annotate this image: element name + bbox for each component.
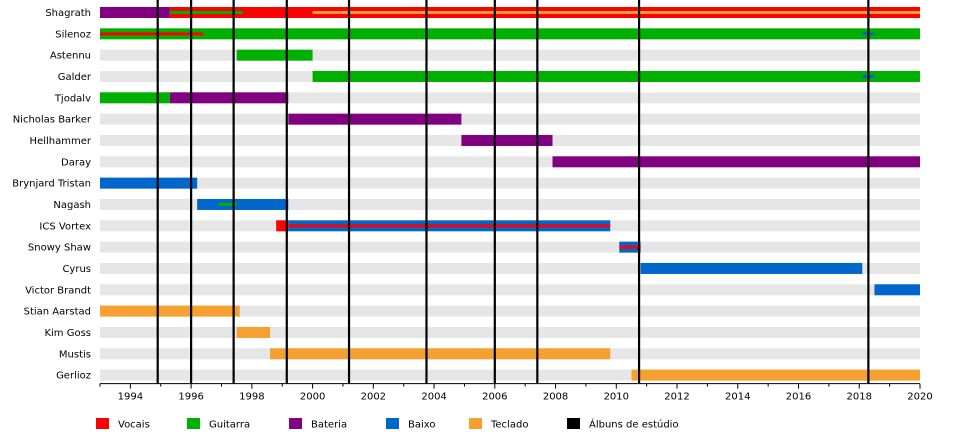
member-label-tjodalv: Tjodalv: [54, 93, 91, 104]
legend-swatch-albums: [567, 418, 580, 429]
x-tick-label-1998: 1998: [239, 392, 264, 403]
legend-label-bass: Baixo: [408, 420, 436, 431]
bar-ics-vortex-vocals: [276, 220, 289, 232]
member-label-ics-vortex: ICS Vortex: [39, 221, 91, 232]
bar-gerlioz-keys: [631, 369, 920, 381]
x-tick-label-2002: 2002: [361, 392, 386, 403]
bar-mustis-keys: [270, 348, 611, 360]
member-label-shagrath: Shagrath: [45, 8, 91, 19]
bar-tjodalv-guitar: [100, 92, 170, 104]
member-label-brynjard-tristan: Brynjard Tristan: [12, 179, 91, 190]
bar-shagrath-drums: [100, 7, 170, 18]
row-band-nicholas-barker: [100, 113, 920, 125]
row-band-snowy-shaw: [100, 241, 920, 253]
member-label-nicholas-barker: Nicholas Barker: [13, 115, 92, 126]
member-label-snowy-shaw: Snowy Shaw: [28, 243, 91, 254]
sub-bar-ics-vortex-vocals: [288, 224, 611, 228]
x-tick-label-2004: 2004: [421, 392, 446, 403]
row-band-cyrus: [100, 262, 920, 274]
member-label-stian-aarstad: Stian Aarstad: [24, 307, 91, 318]
x-axis: 1994 1996 1998 2000 2002 2004 2006 2008 2010 2012…: [100, 383, 933, 403]
legend-swatch-drums: [289, 418, 302, 429]
x-tick-label-2018: 2018: [847, 392, 872, 403]
bar-brynjard-tristan-bass: [100, 177, 198, 189]
x-tick-label-2000: 2000: [300, 392, 325, 403]
legend-label-vocals: Vocais: [118, 420, 150, 431]
row-band-gerlioz: [100, 369, 920, 381]
member-label-silenoz: Silenoz: [55, 29, 91, 40]
bar-astennu-guitar: [236, 49, 313, 61]
sub-bar-shagrath-keys: [312, 11, 920, 14]
x-tick-label-2014: 2014: [725, 392, 750, 403]
bar-silenoz-guitar: [100, 28, 920, 40]
member-label-mustis: Mustis: [59, 349, 91, 360]
bar-nicholas-barker-drums: [288, 113, 462, 125]
legend-swatch-guitar: [187, 418, 200, 429]
member-label-gerlioz: Gerlioz: [56, 371, 91, 382]
legend-swatch-bass: [386, 418, 399, 429]
album-lines: [156, 0, 870, 384]
row-band-victor-brandt: [100, 284, 920, 296]
member-label-astennu: Astennu: [50, 51, 91, 62]
member-labels: Shagrath Silenoz Astennu Galder Tjodalv Nicho…: [12, 8, 92, 382]
row-band-stian-aarstad: [100, 305, 920, 317]
bar-nagash-bass: [197, 198, 289, 210]
legend-swatch-keys: [469, 418, 482, 429]
row-band-daray: [100, 156, 920, 168]
x-tick-label-2020: 2020: [907, 392, 932, 403]
member-label-nagash: Nagash: [53, 200, 91, 211]
member-bars: [100, 7, 920, 381]
x-tick-label-2010: 2010: [604, 392, 629, 403]
bar-tjodalv-drums: [169, 92, 289, 104]
sub-bar-silenoz-vocals: [100, 32, 204, 36]
member-label-daray: Daray: [61, 157, 91, 168]
row-band-kim-goss: [100, 326, 920, 338]
bar-daray-drums: [552, 156, 920, 168]
member-label-cyrus: Cyrus: [62, 264, 91, 275]
legend-label-guitar: Guitarra: [209, 420, 250, 431]
x-tick-label-1994: 1994: [118, 392, 143, 403]
minor-tick-marks: [99, 383, 921, 389]
legend: Vocais Guitarra Bateria Baixo Teclado Álbuns …: [96, 418, 679, 431]
legend-label-keys: Teclado: [490, 420, 528, 431]
sub-bar-snowy-shaw-vocals: [619, 245, 641, 249]
member-label-hellhammer: Hellhammer: [30, 136, 92, 147]
x-tick-label-2008: 2008: [543, 392, 568, 403]
member-label-galder: Galder: [58, 72, 92, 83]
row-bands: [100, 7, 920, 381]
bar-victor-brandt-bass: [874, 284, 920, 296]
bar-hellhammer-drums: [461, 134, 553, 146]
row-band-nagash: [100, 198, 920, 210]
member-label-victor-brandt: Victor Brandt: [25, 285, 91, 296]
sub-bar-nagash-guitar: [218, 202, 237, 206]
member-label-kim-goss: Kim Goss: [44, 328, 91, 339]
legend-swatch-vocals: [96, 418, 109, 429]
bar-kim-goss-keys: [236, 326, 271, 338]
x-tick-label-2012: 2012: [664, 392, 689, 403]
x-tick-label-2016: 2016: [786, 392, 811, 403]
row-band-tjodalv: [100, 92, 920, 104]
sub-bar-shagrath-guitar: [169, 11, 243, 14]
legend-label-albums: Álbuns de estúdio: [589, 418, 679, 431]
x-tick-label-2006: 2006: [482, 392, 507, 403]
bar-stian-aarstad-keys: [100, 305, 240, 317]
bar-galder-guitar: [312, 70, 920, 82]
bar-cyrus-bass: [640, 262, 863, 274]
row-band-astennu: [100, 49, 920, 61]
row-band-brynjard-tristan: [100, 177, 920, 189]
x-tick-label-1996: 1996: [178, 392, 203, 403]
legend-label-drums: Bateria: [311, 420, 347, 431]
